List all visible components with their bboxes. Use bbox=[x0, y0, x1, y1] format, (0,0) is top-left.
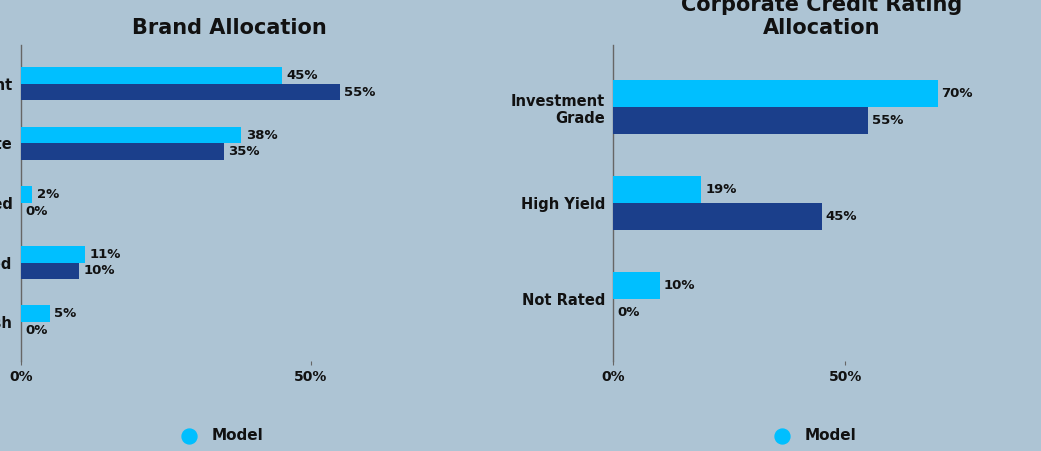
Text: 0%: 0% bbox=[617, 305, 639, 318]
Bar bbox=[21, 127, 242, 143]
Text: 55%: 55% bbox=[345, 86, 376, 99]
Bar bbox=[21, 67, 282, 84]
Bar bbox=[21, 262, 79, 279]
Bar bbox=[21, 84, 339, 101]
Text: 0%: 0% bbox=[25, 324, 48, 337]
Bar bbox=[613, 272, 660, 299]
Text: 10%: 10% bbox=[663, 279, 695, 292]
Text: 38%: 38% bbox=[246, 129, 277, 142]
Text: 10%: 10% bbox=[83, 264, 115, 277]
Text: 2%: 2% bbox=[37, 188, 59, 201]
Bar bbox=[613, 176, 702, 203]
Bar bbox=[21, 305, 50, 322]
Bar bbox=[613, 80, 938, 107]
Bar bbox=[613, 107, 868, 134]
Legend: Model, Baseline, Model, Baseline: Model, Baseline, Model, Baseline bbox=[760, 422, 884, 451]
Text: 45%: 45% bbox=[286, 69, 318, 82]
Text: 19%: 19% bbox=[705, 183, 736, 196]
Bar bbox=[21, 186, 32, 203]
Bar bbox=[21, 143, 224, 160]
Text: 55%: 55% bbox=[872, 114, 904, 127]
Bar bbox=[21, 246, 84, 262]
Text: 45%: 45% bbox=[826, 210, 857, 223]
Text: 70%: 70% bbox=[941, 87, 973, 101]
Text: 11%: 11% bbox=[90, 248, 121, 261]
Text: 35%: 35% bbox=[228, 145, 260, 158]
Legend: Model, Baseline, Model, Baseline: Model, Baseline, Model, Baseline bbox=[168, 422, 291, 451]
Bar bbox=[613, 203, 822, 230]
Text: 0%: 0% bbox=[25, 205, 48, 218]
Text: 5%: 5% bbox=[54, 307, 77, 320]
Title: Brand Allocation: Brand Allocation bbox=[132, 18, 327, 38]
Title: Corporate Credit Rating
Allocation: Corporate Credit Rating Allocation bbox=[682, 0, 963, 38]
